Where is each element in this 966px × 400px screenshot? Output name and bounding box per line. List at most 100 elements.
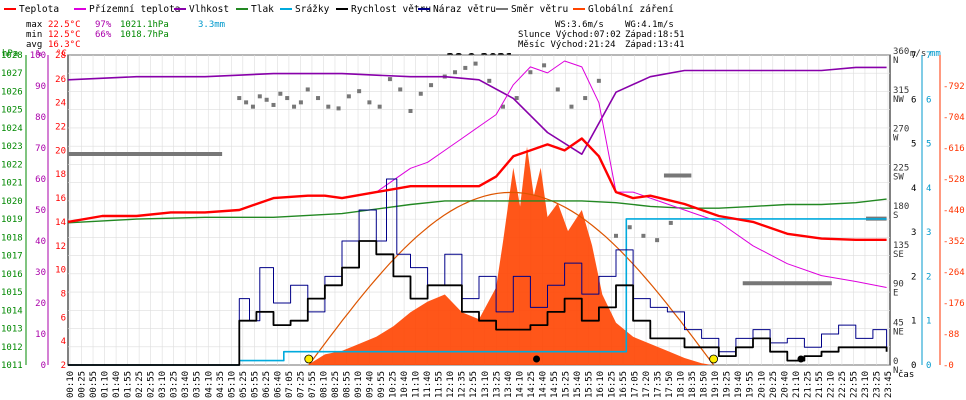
x-tick-label: 23:25 xyxy=(872,371,882,398)
x-tick-label: 12:35 xyxy=(458,371,468,398)
x-tick-label: 05:10 xyxy=(227,371,237,398)
legend-label: Srážky xyxy=(295,4,330,15)
temperature-tick-label: 6 xyxy=(61,313,66,323)
wind-dir-point xyxy=(305,87,310,92)
x-tick-label: 21:25 xyxy=(803,371,813,398)
pressure-tick-label: 1016 xyxy=(1,270,23,280)
wind-dir-point xyxy=(250,104,255,109)
legend-label: Rychlost větru xyxy=(351,4,431,15)
x-tick-label: 20:25 xyxy=(769,371,779,398)
wind-dir-point xyxy=(569,104,574,109)
wind-dir-point xyxy=(596,78,601,83)
x-tick-label: 16:55 xyxy=(619,371,629,398)
astro-info: WS:3.6m/s WG:4.1m/s Slunce Východ:07:02 … xyxy=(518,20,685,50)
axes: 00:10 00:25 00:55 01:10 01:40 01:55 02:25 02:55… xyxy=(1,47,965,398)
x-tick-label: 10:25 xyxy=(389,371,399,398)
x-tick-label: 18:50 xyxy=(700,371,710,398)
x-tick-label: 21:55 xyxy=(815,371,825,398)
pressure-tick-label: 1014 xyxy=(1,306,23,316)
pressure-line xyxy=(67,198,887,224)
temperature-tick-label: 16 xyxy=(55,194,66,204)
radiation-tick-label: -176 xyxy=(943,299,965,309)
pressure-tick-label: 1019 xyxy=(1,215,23,225)
precip-tick-label: 1 xyxy=(926,317,931,327)
pressure-tick-label: 1011 xyxy=(1,361,23,371)
wind-dir-point xyxy=(257,94,262,99)
wind-dir-point xyxy=(583,96,588,101)
x-tick-label: 11:10 xyxy=(412,371,422,398)
x-tick-label: 09:10 xyxy=(354,371,364,398)
wind-dir-point xyxy=(316,96,321,101)
temperature-tick-label: 26 xyxy=(55,75,66,85)
x-tick-label: 17:50 xyxy=(665,371,675,398)
humidity-line xyxy=(67,66,887,155)
stat-max-label: max xyxy=(26,20,43,30)
wind-dir-point xyxy=(555,87,560,92)
stat-max-rain: 3.3mm xyxy=(198,20,225,30)
x-tick-label: 13:40 xyxy=(504,371,514,398)
pressure-tick-label: 1021 xyxy=(1,179,23,189)
precip-tick-label: 0 xyxy=(926,361,931,371)
x-tick-label: 03:25 xyxy=(170,371,180,398)
wind-dir-point xyxy=(298,100,303,105)
x-tick-label: 03:55 xyxy=(193,371,203,398)
dew-point-line xyxy=(341,60,887,288)
wind-speed-tick-label: 7 xyxy=(911,51,916,61)
temperature-tick-label: 4 xyxy=(61,337,66,347)
pressure-tick-label: 1013 xyxy=(1,325,23,335)
radiation-tick-label: -352 xyxy=(943,237,965,247)
x-tick-label: 19:25 xyxy=(723,371,733,398)
wind-dir-tick-label: S xyxy=(893,211,898,221)
x-tick-label: 15:40 xyxy=(573,371,583,398)
wind-dir-tick-label: N xyxy=(893,56,898,66)
series-layer xyxy=(67,60,888,366)
radiation-tick-label: -88 xyxy=(943,330,959,340)
wind-speed-tick-label: 4 xyxy=(911,184,916,194)
stat-min-press: 1018.7hPa xyxy=(120,30,169,40)
wind-dir-point xyxy=(641,233,646,238)
wind-dir-point xyxy=(237,96,242,101)
humidity-tick-label: 10 xyxy=(35,330,46,340)
wind-dir-tick-value: 180 xyxy=(893,202,909,212)
humidity-tick-label: 50 xyxy=(35,206,46,216)
x-tick-label: 00:25 xyxy=(78,371,88,398)
x-tick-label: 11:40 xyxy=(423,371,433,398)
wind-dir-tick-label: NW xyxy=(893,95,904,105)
x-tick-label: 06:40 xyxy=(273,371,283,398)
legend: Teplota Přízemní teplota Vlhkost Tlak Srážky… xyxy=(4,4,674,15)
x-tick-label: 15:55 xyxy=(584,371,594,398)
wind-dir-point xyxy=(418,91,423,96)
wind-dir-point xyxy=(292,104,297,109)
wind-speed-tick-label: 5 xyxy=(911,140,916,150)
radiation-tick-label: -704 xyxy=(943,113,965,123)
precip-tick-label: 2 xyxy=(926,272,931,282)
legend-label: Směr větru xyxy=(511,4,568,15)
wind-dir-tick-label: N xyxy=(893,366,898,376)
wind-dir-point xyxy=(367,100,372,105)
temperature-tick-label: 12 xyxy=(55,242,66,252)
x-tick-label: 01:10 xyxy=(101,371,111,398)
wind-dir-point xyxy=(326,104,331,109)
humidity-tick-label: 20 xyxy=(35,299,46,309)
wind-dir-point xyxy=(429,83,434,88)
info-wg: WG:4.1m/s xyxy=(625,20,674,30)
humidity-tick-label: 60 xyxy=(35,175,46,185)
temperature-tick-label: 18 xyxy=(55,170,66,180)
stat-max-press: 1021.1hPa xyxy=(120,20,169,30)
x-tick-label: 08:25 xyxy=(331,371,341,398)
wind-gust-line xyxy=(68,178,888,366)
x-tick-label: 18:35 xyxy=(688,371,698,398)
wind-dir-point xyxy=(357,89,362,94)
pressure-tick-label: 1023 xyxy=(1,142,23,152)
humidity-tick-label: 70 xyxy=(35,144,46,154)
info-moon: Měsíc Východ:21:24 xyxy=(518,40,616,50)
wind-dir-point xyxy=(346,94,351,99)
x-tick-label: 00:55 xyxy=(89,371,99,398)
x-tick-label: 16:10 xyxy=(596,371,606,398)
humidity-tick-label: 90 xyxy=(35,82,46,92)
temperature-tick-label: 20 xyxy=(55,146,66,156)
pressure-tick-label: 1017 xyxy=(1,252,23,262)
humidity-tick-label: 30 xyxy=(35,268,46,278)
wind-dir-point xyxy=(668,220,673,225)
x-tick-label: 03:10 xyxy=(158,371,168,398)
